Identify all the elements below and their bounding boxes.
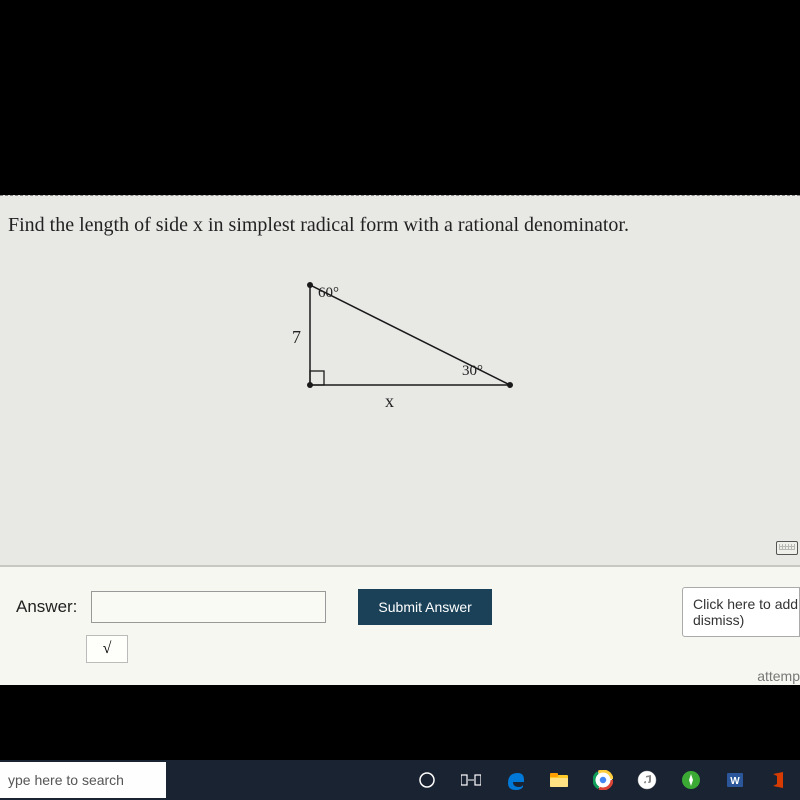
- hint-line1: Click here to add: [693, 596, 798, 612]
- angle-right-label: 30°: [462, 363, 483, 380]
- answer-row: Answer: Submit Answer: [0, 589, 800, 625]
- svg-text:W: W: [730, 776, 740, 787]
- sqrt-symbol: √: [103, 640, 112, 658]
- file-explorer-icon[interactable]: [538, 760, 580, 800]
- side-bottom-label: x: [385, 391, 394, 412]
- angle-top-label: 60°: [318, 285, 339, 302]
- cortana-icon[interactable]: [406, 760, 448, 800]
- app-icon-green[interactable]: [670, 760, 712, 800]
- submit-answer-button[interactable]: Submit Answer: [358, 589, 491, 625]
- itunes-icon[interactable]: [626, 760, 668, 800]
- word-icon[interactable]: W: [714, 760, 756, 800]
- answer-input[interactable]: [91, 591, 326, 623]
- question-content-area: Find the length of side x in simplest ra…: [0, 195, 800, 685]
- question-text: Find the length of side x in simplest ra…: [0, 214, 800, 237]
- top-black-region: [0, 0, 800, 190]
- attempt-text: attemp: [757, 668, 800, 684]
- keyboard-icon[interactable]: [776, 541, 798, 555]
- taskbar-search-box[interactable]: ype here to search: [0, 762, 166, 798]
- side-left-label: 7: [292, 327, 301, 348]
- edge-icon[interactable]: [494, 760, 536, 800]
- task-view-icon[interactable]: [450, 760, 492, 800]
- taskbar-icons-group: W: [406, 760, 800, 800]
- chrome-icon[interactable]: [582, 760, 624, 800]
- answer-label: Answer:: [16, 597, 77, 617]
- search-placeholder-text: ype here to search: [8, 772, 124, 788]
- sqrt-button[interactable]: √: [86, 635, 128, 663]
- windows-taskbar: ype here to search W: [0, 760, 800, 800]
- answer-section: Answer: Submit Answer Click here to add …: [0, 565, 800, 685]
- triangle-svg: [270, 275, 530, 415]
- office-icon[interactable]: [758, 760, 800, 800]
- hint-line2: dismiss): [693, 612, 744, 628]
- triangle-diagram: 60° 30° 7 x: [270, 275, 530, 425]
- hint-tooltip[interactable]: Click here to add dismiss): [682, 587, 800, 637]
- dashed-divider: [0, 195, 800, 196]
